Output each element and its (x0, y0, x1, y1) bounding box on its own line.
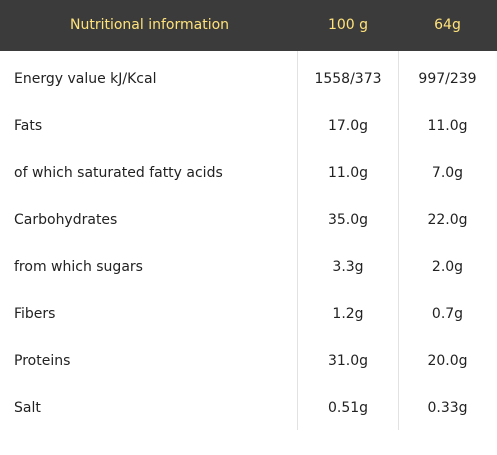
row-value-100g: 3.3g (332, 259, 364, 275)
table-row: Fibers 1.2g 0.7g (0, 291, 497, 338)
row-label: Energy value kJ/Kcal (14, 71, 157, 87)
table-row: of which saturated fatty acids 11.0g 7.0… (0, 150, 497, 197)
row-value-100g: 35.0g (327, 212, 369, 228)
row-value-100g: 11.0g (327, 165, 369, 181)
row-label: Salt (14, 400, 41, 416)
row-value-64g: 2.0g (431, 259, 464, 275)
row-value-64g: 0.7g (431, 306, 464, 322)
row-value-100g: 17.0g (327, 118, 369, 134)
row-label: Fibers (14, 306, 56, 322)
table-row: Fats 17.0g 11.0g (0, 103, 497, 150)
row-value-100g: 1558/373 (314, 71, 382, 87)
table-row: Proteins 31.0g 20.0g (0, 338, 497, 385)
row-value-100g: 0.51g (327, 400, 369, 416)
header-label: Nutritional information (70, 17, 230, 33)
row-label: of which saturated fatty acids (14, 165, 223, 181)
header-column-64g: 64g (434, 17, 461, 33)
row-label: Fats (14, 118, 43, 134)
table-row: from which sugars 3.3g 2.0g (0, 244, 497, 291)
header-column-100g: 100 g (327, 17, 369, 33)
row-value-64g: 7.0g (431, 165, 464, 181)
column-divider (398, 51, 399, 430)
row-value-64g: 997/239 (418, 71, 477, 87)
row-label: Proteins (14, 353, 71, 369)
table-row: Salt 0.51g 0.33g (0, 385, 497, 432)
row-value-64g: 20.0g (427, 353, 468, 369)
column-divider (297, 51, 298, 430)
table-row: Carbohydrates 35.0g 22.0g (0, 197, 497, 244)
row-value-100g: 31.0g (327, 353, 369, 369)
row-label: from which sugars (14, 259, 143, 275)
table-header: Nutritional information 100 g 64g (0, 0, 497, 51)
table-row: Energy value kJ/Kcal 1558/373 997/239 (0, 56, 497, 103)
row-value-100g: 1.2g (332, 306, 364, 322)
table-body: Energy value kJ/Kcal 1558/373 997/239 Fa… (0, 56, 497, 432)
row-label: Carbohydrates (14, 212, 118, 228)
row-value-64g: 11.0g (427, 118, 468, 134)
row-value-64g: 22.0g (427, 212, 468, 228)
row-value-64g: 0.33g (427, 400, 468, 416)
